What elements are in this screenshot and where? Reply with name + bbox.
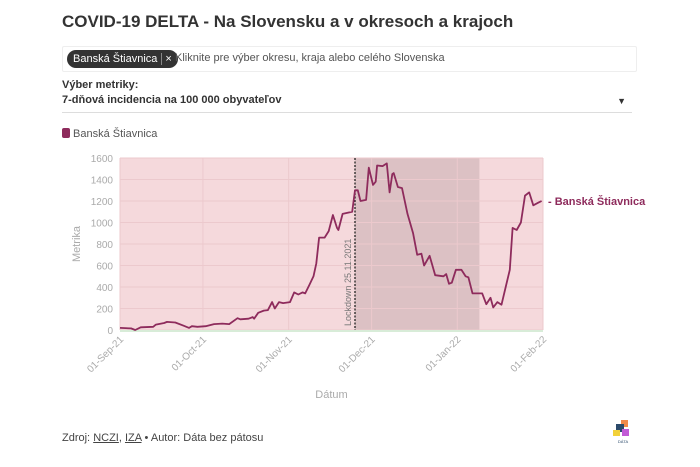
footer: Zdroj: NCZI, IZA • Autor: Dáta bez pátos… xyxy=(62,432,263,444)
metric-dropdown[interactable]: 7-dňová incidencia na 100 000 obyvateľov… xyxy=(62,94,632,113)
x-tick-label: 01-Nov-21 xyxy=(254,334,295,375)
y-tick-label: 200 xyxy=(96,305,113,316)
source-prefix: Zdroj: xyxy=(62,432,94,444)
x-tick-label: 01-Sep-21 xyxy=(85,334,126,375)
selected-region-chip: Banská Štiavnica × xyxy=(67,50,178,68)
x-tick-label: 01-Feb-22 xyxy=(509,334,550,375)
source-link-iza[interactable]: IZA xyxy=(124,432,142,444)
chip-remove-icon[interactable]: × xyxy=(161,53,172,65)
series-end-label: - Banská Štiavnica xyxy=(548,195,646,208)
x-tick-label: 01-Dec-21 xyxy=(337,334,378,375)
y-tick-label: 800 xyxy=(96,240,113,251)
y-tick-label: 600 xyxy=(96,262,113,273)
source-link-nczi[interactable]: NCZI xyxy=(93,432,119,444)
y-tick-label: 1000 xyxy=(91,219,114,230)
chart-legend[interactable]: Banská Štiavnica xyxy=(62,128,157,140)
y-tick-label: 1400 xyxy=(91,176,114,187)
y-axis-title: Metrika xyxy=(71,225,83,262)
page-title: COVID-19 DELTA - Na Slovensku a v okreso… xyxy=(62,12,514,31)
x-tick-label: 01-Oct-21 xyxy=(170,334,210,374)
series-line-banska-stiavnica xyxy=(119,162,543,331)
legend-swatch xyxy=(62,128,70,138)
y-tick-label: 1200 xyxy=(91,197,114,208)
x-tick-label: 01-Jan-22 xyxy=(424,334,464,374)
metric-value: 7-dňová incidencia na 100 000 obyvateľov xyxy=(62,94,282,106)
region-selector[interactable]: Banská Štiavnica × Kliknite pre výber okr… xyxy=(62,46,637,72)
author: • Autor: Dáta bez pátosu xyxy=(141,432,264,444)
y-tick-label: 1600 xyxy=(91,154,114,165)
y-tick-label: 400 xyxy=(96,283,113,294)
y-tick-label: 0 xyxy=(107,326,113,337)
svg-text:DÁTA: DÁTA xyxy=(618,439,629,444)
chip-label: Banská Štiavnica xyxy=(73,53,158,65)
source-sep: , xyxy=(118,432,125,444)
data-bez-patosu-logo: DÁTA xyxy=(613,420,629,444)
metric-label: Výber metriky: xyxy=(62,79,139,91)
region-search-placeholder[interactable]: Kliknite pre výber okresu, kraja alebo c… xyxy=(175,52,445,64)
legend-label: Banská Štiavnica xyxy=(73,128,158,140)
x-axis-title: Dátum xyxy=(315,389,347,401)
lockdown-label: Lockdown 25.11.2021 xyxy=(343,239,353,326)
caret-down-icon: ▼ xyxy=(617,96,626,106)
